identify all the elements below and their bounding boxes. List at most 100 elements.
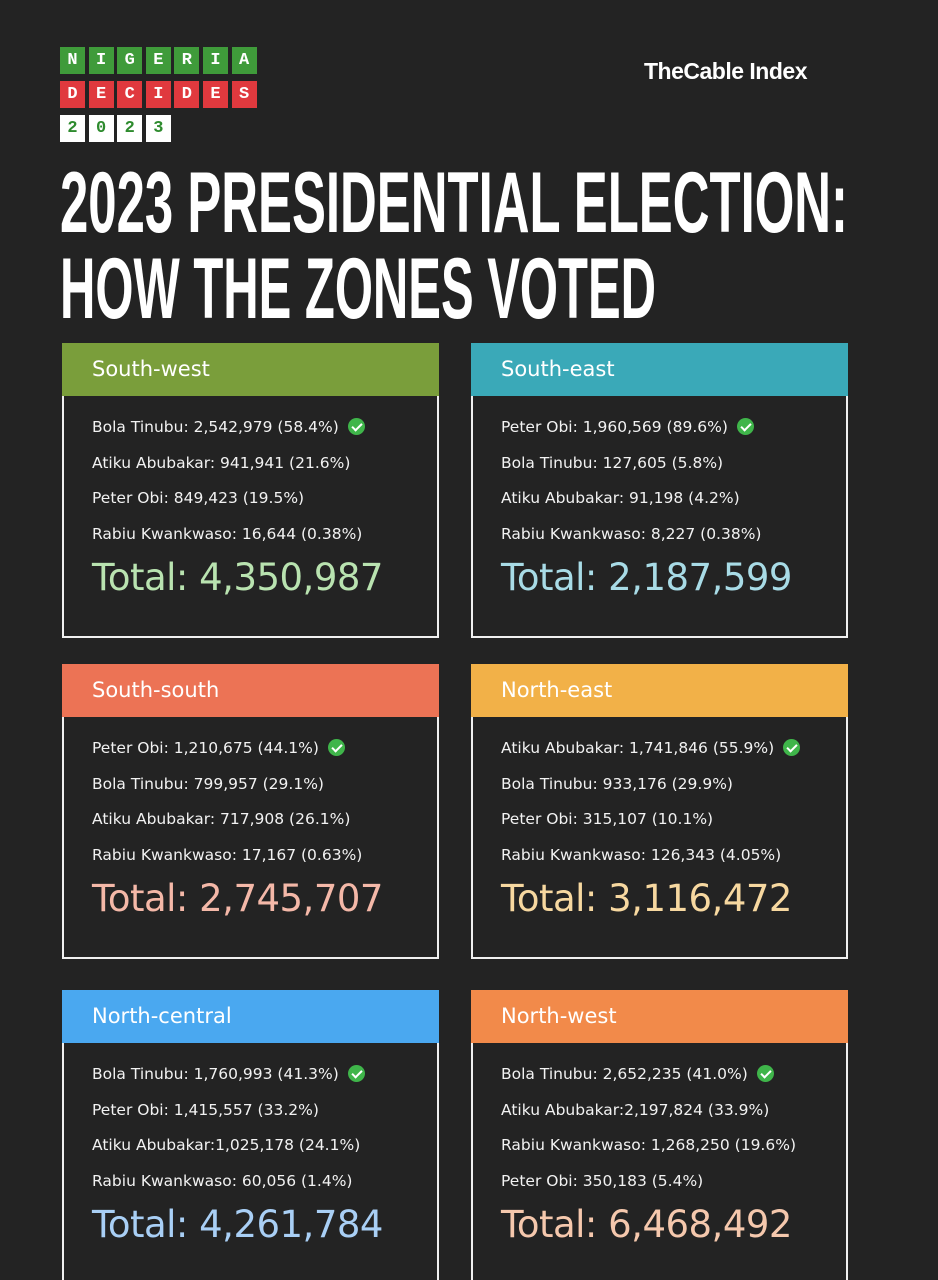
result-text: Rabiu Kwankwaso: 8,227 (0.38%) <box>501 524 762 543</box>
result-line: Bola Tinubu: 799,957 (29.1%) <box>92 775 324 793</box>
zone-total: Total: 2,745,707 <box>92 877 383 920</box>
logo-letter: I <box>88 47 114 74</box>
logo-letter: 2 <box>117 115 143 142</box>
zone-name: North-central <box>62 990 439 1043</box>
logo-letter: G <box>117 47 143 74</box>
result-text: Rabiu Kwankwaso: 126,343 (4.05%) <box>501 845 782 864</box>
title-line: 2023 PRESIDENTIAL ELECTION: <box>60 160 848 251</box>
result-text: Bola Tinubu: 799,957 (29.1%) <box>92 774 324 793</box>
result-text: Atiku Abubakar: 91,198 (4.2%) <box>501 489 740 507</box>
result-line: Peter Obi: 1,415,557 (33.2%) <box>92 1101 319 1119</box>
result-line: Rabiu Kwankwaso: 1,268,250 (19.6%) <box>501 1136 796 1154</box>
result-line: Atiku Abubakar: 91,198 (4.2%) <box>501 489 740 507</box>
result-line: Peter Obi: 315,107 (10.1%) <box>501 810 713 828</box>
result-text: Bola Tinubu: 933,176 (29.9%) <box>501 774 733 793</box>
logo-letter: A <box>231 47 257 74</box>
result-text: Peter Obi: 1,210,675 (44.1%) <box>92 739 319 757</box>
result-line: Atiku Abubakar: 941,941 (21.6%) <box>92 454 350 472</box>
result-text: Rabiu Kwankwaso: 60,056 (1.4%) <box>92 1171 353 1190</box>
zone-name: North-west <box>471 990 848 1043</box>
winner-check <box>327 739 345 756</box>
result-line: Rabiu Kwankwaso: 16,644 (0.38%) <box>92 525 362 543</box>
zone-card: North-central Bola Tinubu: 1,760,993 (41.… <box>62 990 439 1280</box>
zone-total: Total: 3,116,472 <box>501 877 792 920</box>
result-text: Bola Tinubu: 1,760,993 (41.3%) <box>92 1065 339 1083</box>
zone-name: South-east <box>471 343 848 396</box>
result-line: Bola Tinubu: 127,605 (5.8%) <box>501 454 723 472</box>
result-text: Rabiu Kwankwaso: 16,644 (0.38%) <box>92 524 363 543</box>
zone-total: Total: 4,261,784 <box>92 1203 383 1246</box>
result-line: Bola Tinubu: 2,652,235 (41.0%) <box>501 1065 774 1083</box>
winner-check <box>783 739 801 756</box>
zone-name: North-east <box>471 664 848 717</box>
logo-letter: 0 <box>88 115 114 142</box>
result-text: Peter Obi: 1,960,569 (89.6%) <box>501 418 728 436</box>
result-text: Atiku Abubakar:2,197,824 (33.9%) <box>501 1100 770 1119</box>
result-text: Rabiu Kwankwaso: 1,268,250 (19.6%) <box>501 1136 796 1154</box>
logo-letter: E <box>145 47 171 74</box>
title: 2023 PRESIDENTIAL ELECTION: HOW THE ZONE… <box>60 160 848 330</box>
winner-check <box>347 1065 365 1082</box>
zone-body: Peter Obi: 1,210,675 (44.1%) Bola Tinubu:… <box>62 717 439 959</box>
zone-name: South-west <box>62 343 439 396</box>
result-line: Peter Obi: 849,423 (19.5%) <box>92 489 304 507</box>
zone-body: Atiku Abubakar: 1,741,846 (55.9%) Bola Ti… <box>471 717 848 959</box>
result-text: Bola Tinubu: 2,542,979 (58.4%) <box>92 418 339 436</box>
zone-name: South-south <box>62 664 439 717</box>
result-line: Rabiu Kwankwaso: 126,343 (4.05%) <box>501 846 781 864</box>
title-line: HOW THE ZONES VOTED <box>60 241 656 330</box>
zone-body: Peter Obi: 1,960,569 (89.6%) Bola Tinubu:… <box>471 396 848 638</box>
zone-card: South-west Bola Tinubu: 2,542,979 (58.4%)… <box>62 343 439 638</box>
zone-card: South-east Peter Obi: 1,960,569 (89.6%) Bo… <box>471 343 848 638</box>
logo-letter: N <box>60 47 85 74</box>
logo-letter: D <box>60 81 85 108</box>
result-line: Rabiu Kwankwaso: 60,056 (1.4%) <box>92 1172 352 1190</box>
logo-letter: I <box>145 81 171 108</box>
result-line: Peter Obi: 1,960,569 (89.6%) <box>501 418 754 436</box>
result-text: Atiku Abubakar: 1,741,846 (55.9%) <box>501 739 775 757</box>
result-line: Rabiu Kwankwaso: 17,167 (0.63%) <box>92 846 362 864</box>
result-line: Rabiu Kwankwaso: 8,227 (0.38%) <box>501 525 761 543</box>
zone-total: Total: 2,187,599 <box>501 556 792 599</box>
result-line: Bola Tinubu: 2,542,979 (58.4%) <box>92 418 365 436</box>
brand: TheCable Index <box>644 58 807 84</box>
result-text: Peter Obi: 1,415,557 (33.2%) <box>92 1100 319 1119</box>
winner-check <box>756 1065 774 1082</box>
logo-letter: E <box>203 81 228 108</box>
result-text: Atiku Abubakar: 941,941 (21.6%) <box>92 453 351 472</box>
logo-letter: R <box>174 47 200 74</box>
zone-body: Bola Tinubu: 2,652,235 (41.0%) Atiku Abub… <box>471 1043 848 1280</box>
result-text: Rabiu Kwankwaso: 17,167 (0.63%) <box>92 845 363 864</box>
zone-card: North-east Atiku Abubakar: 1,741,846 (55.… <box>471 664 848 959</box>
logo-letter: 2 <box>60 115 85 142</box>
result-line: Atiku Abubakar:2,197,824 (33.9%) <box>501 1101 769 1119</box>
result-text: Bola Tinubu: 127,605 (5.8%) <box>501 453 724 472</box>
winner-check <box>347 418 365 435</box>
result-text: Bola Tinubu: 2,652,235 (41.0%) <box>501 1065 748 1083</box>
result-line: Bola Tinubu: 1,760,993 (41.3%) <box>92 1065 365 1083</box>
result-text: Atiku Abubakar: 717,908 (26.1%) <box>92 810 351 828</box>
result-line: Atiku Abubakar: 717,908 (26.1%) <box>92 810 350 828</box>
result-text: Atiku Abubakar:1,025,178 (24.1%) <box>92 1136 361 1154</box>
logo-letter: C <box>117 81 143 108</box>
zone-body: Bola Tinubu: 1,760,993 (41.3%) Peter Obi:… <box>62 1043 439 1280</box>
result-line: Atiku Abubakar:1,025,178 (24.1%) <box>92 1136 360 1154</box>
zone-card: North-west Bola Tinubu: 2,652,235 (41.0%)… <box>471 990 848 1280</box>
winner-check <box>736 418 754 435</box>
result-line: Peter Obi: 1,210,675 (44.1%) <box>92 739 345 757</box>
result-text: Peter Obi: 849,423 (19.5%) <box>92 489 305 507</box>
result-text: Peter Obi: 315,107 (10.1%) <box>501 810 714 828</box>
result-line: Peter Obi: 350,183 (5.4%) <box>501 1172 703 1190</box>
result-line: Atiku Abubakar: 1,741,846 (55.9%) <box>501 739 801 757</box>
logo-letter: E <box>88 81 114 108</box>
result-line: Bola Tinubu: 933,176 (29.9%) <box>501 775 733 793</box>
zone-total: Total: 4,350,987 <box>92 556 383 599</box>
logo-letter: S <box>231 81 257 108</box>
result-text: Peter Obi: 350,183 (5.4%) <box>501 1171 704 1190</box>
logo-letter: I <box>203 47 228 74</box>
logo-letter: D <box>174 81 200 108</box>
zone-total: Total: 6,468,492 <box>501 1203 792 1246</box>
zone-card: South-south Peter Obi: 1,210,675 (44.1%) B… <box>62 664 439 959</box>
